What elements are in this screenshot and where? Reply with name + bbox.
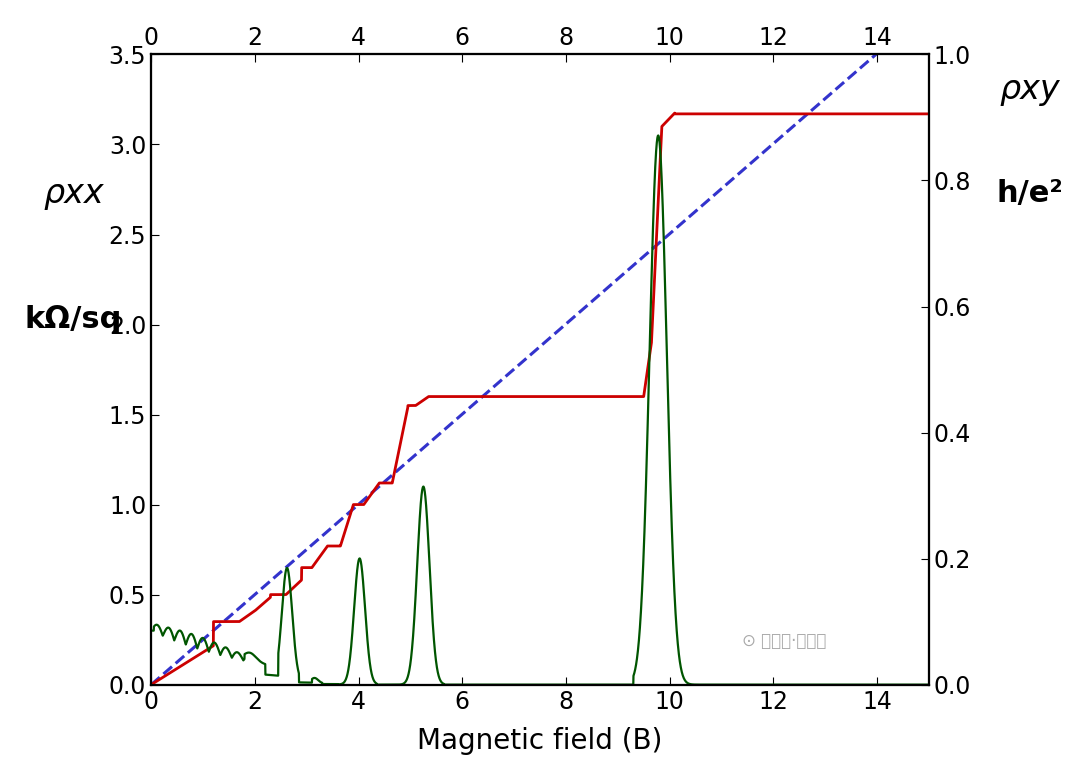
Text: ⊙ 公众号·量子位: ⊙ 公众号·量子位 [742, 632, 826, 650]
Text: ρxx: ρxx [43, 177, 104, 209]
X-axis label: Magnetic field (B): Magnetic field (B) [417, 727, 663, 755]
Text: h/e²: h/e² [997, 179, 1064, 208]
Text: ρxy: ρxy [1000, 73, 1061, 107]
Text: kΩ/sq: kΩ/sq [25, 305, 122, 334]
